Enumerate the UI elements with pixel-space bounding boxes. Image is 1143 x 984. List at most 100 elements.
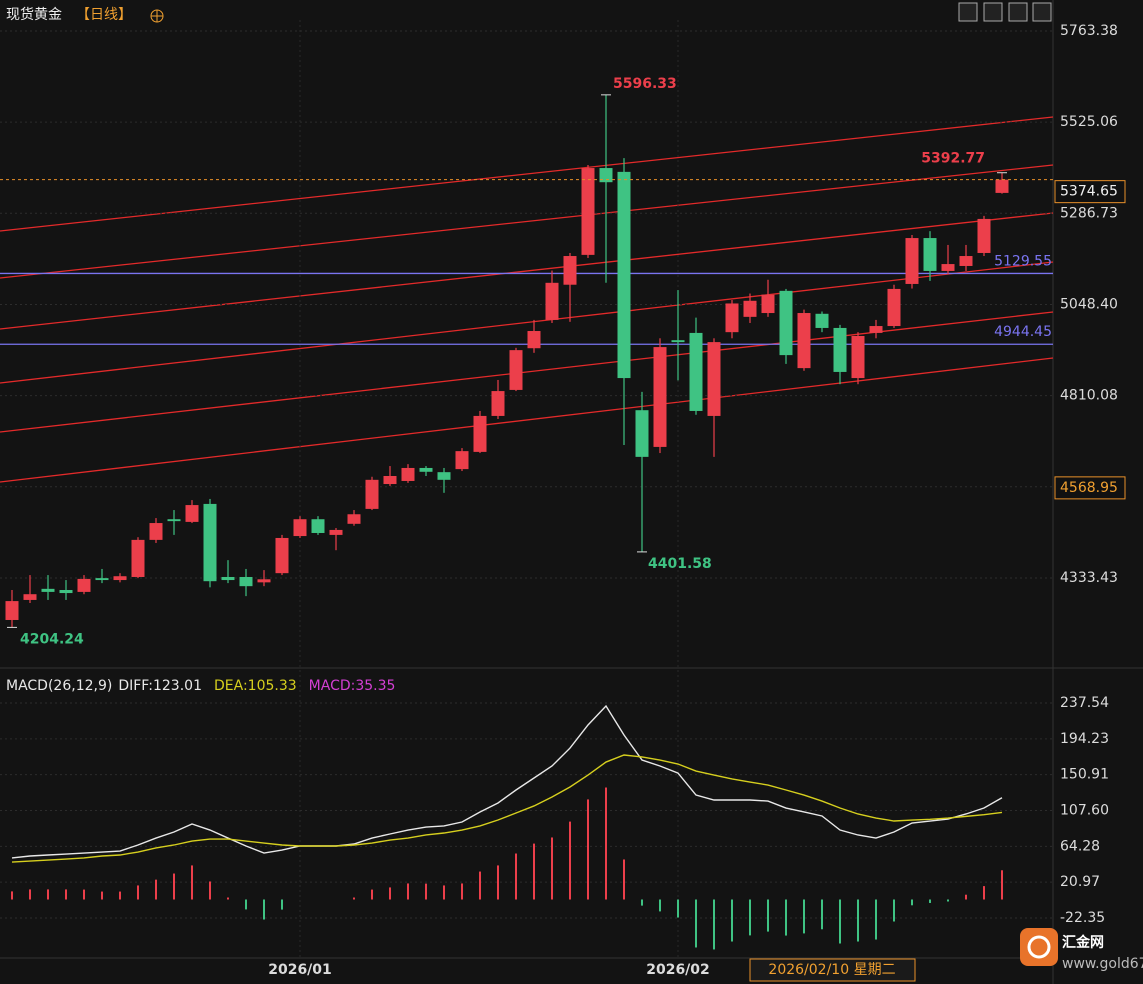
y-tick-label: 4333.43	[1060, 570, 1118, 586]
candle-body	[419, 467, 433, 472]
y-tick-label: 5286.73	[1060, 205, 1118, 221]
candle-body	[923, 238, 937, 271]
channel-line	[0, 212, 1054, 330]
logo-icon-ring	[1027, 935, 1051, 959]
extreme-label: 4204.24	[20, 631, 84, 647]
y-tick-label: 4810.08	[1060, 388, 1118, 404]
candle-body	[509, 350, 523, 390]
candle-body	[167, 519, 181, 522]
channel-line	[0, 357, 1054, 483]
extreme-label: 5596.33	[613, 76, 677, 92]
candle-body	[599, 168, 613, 183]
y-tick-label: 20.97	[1060, 874, 1100, 890]
legend-value: 123.01	[153, 678, 202, 694]
tool-button[interactable]	[983, 2, 1003, 22]
legend-name: MACD:	[309, 678, 356, 694]
logo-icon	[1020, 928, 1058, 966]
candle-body	[437, 472, 451, 480]
candle-body	[365, 479, 379, 509]
candle-body	[725, 303, 739, 333]
macd-line	[11, 754, 1003, 863]
candle-body	[581, 168, 595, 255]
candle-body	[95, 578, 109, 581]
y-tick-label: 150.91	[1060, 767, 1109, 783]
candle-body	[347, 514, 361, 524]
level-label: 4944.45	[994, 324, 1052, 340]
candle-body	[383, 475, 397, 485]
candle-body	[131, 539, 145, 577]
candle-body	[743, 300, 757, 317]
candle-body	[275, 537, 289, 574]
candle-body	[887, 288, 901, 327]
candle-body	[617, 171, 631, 379]
tool-button[interactable]	[1008, 2, 1028, 22]
channel-line	[0, 116, 1054, 232]
candle-body	[761, 294, 775, 314]
candle-body	[293, 519, 307, 537]
candle-body	[671, 340, 685, 343]
channel-line	[0, 261, 1054, 384]
y-tick-label: 64.28	[1060, 838, 1100, 854]
tool-button[interactable]	[1032, 2, 1052, 22]
candle-body	[491, 391, 505, 416]
candle-body	[689, 332, 703, 411]
candle-body	[311, 519, 325, 533]
candle-body	[563, 256, 577, 285]
candle-body	[869, 326, 883, 333]
toolbar	[958, 2, 1052, 22]
candle-body	[257, 579, 271, 583]
x-tick-label: 2026/01	[268, 962, 332, 978]
last-price-label: 5374.65	[1060, 184, 1118, 200]
channel-line	[0, 164, 1054, 279]
crosshair-price-box	[1054, 476, 1126, 500]
candle-body	[473, 415, 487, 452]
candle-body	[401, 467, 415, 481]
tool-button[interactable]	[958, 2, 978, 22]
macd-legend: MACD(26,12,9) DIFF:123.01 DEA:105.33 MACD:3…	[6, 678, 395, 694]
y-tick-label: -22.35	[1060, 910, 1105, 926]
candle-body	[455, 451, 469, 470]
macd-line	[11, 704, 1003, 859]
add-icon[interactable]	[150, 9, 164, 23]
candle-body	[41, 588, 55, 592]
candle-body	[149, 523, 163, 540]
candle-body	[707, 342, 721, 416]
level-label: 5129.55	[994, 253, 1052, 269]
candle-body	[527, 331, 541, 349]
last-price-box	[1054, 180, 1126, 204]
candle-body	[5, 601, 19, 620]
legend-name: DEA:	[214, 678, 248, 694]
legend-name: DIFF:	[118, 678, 153, 694]
crosshair-date-box	[749, 958, 916, 982]
candle-body	[941, 264, 955, 271]
legend-value: 105.33	[248, 678, 297, 694]
candle-body	[635, 410, 649, 457]
y-tick-label: 107.60	[1060, 803, 1109, 819]
crosshair-date-label: 2026/02/10 星期二	[768, 962, 895, 978]
candle-body	[995, 179, 1009, 193]
candle-body	[959, 256, 973, 266]
candle-body	[905, 238, 919, 284]
crosshair-price-label: 4568.95	[1060, 480, 1118, 496]
legend-value: 35.35	[355, 678, 395, 694]
y-tick-label: 194.23	[1060, 731, 1109, 747]
candle-body	[113, 576, 127, 581]
candle-body	[221, 576, 235, 581]
period-label: 【日线】	[76, 7, 132, 23]
candle-body	[545, 282, 559, 320]
candle-body	[239, 576, 253, 587]
candle-body	[797, 313, 811, 369]
candle-body	[329, 529, 343, 535]
indicator-title: MACD(26,12,9)	[6, 678, 112, 694]
extreme-label: 5392.77	[921, 151, 985, 167]
extreme-label: 4401.58	[648, 556, 712, 572]
candle-body	[833, 327, 847, 372]
candle-body	[851, 335, 865, 379]
y-tick-label: 5048.40	[1060, 296, 1118, 312]
candle-body	[59, 589, 73, 594]
candle-body	[77, 578, 91, 592]
candle-body	[203, 503, 217, 582]
y-tick-label: 5763.38	[1060, 23, 1118, 39]
